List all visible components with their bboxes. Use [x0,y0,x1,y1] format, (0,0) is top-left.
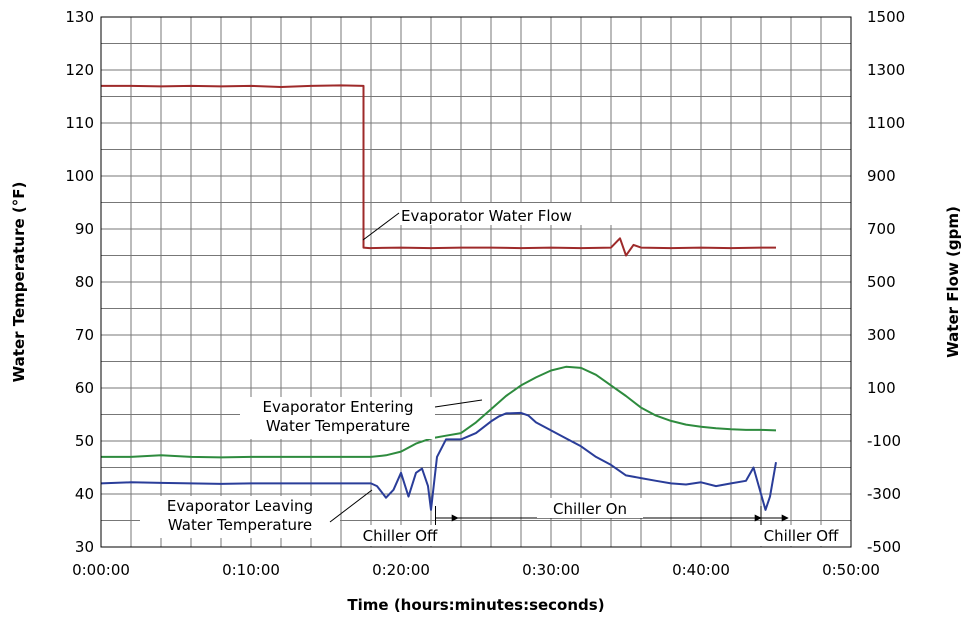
y-left-tick-label: 100 [65,167,94,185]
x-tick-label: 0:40:00 [672,561,730,579]
annotation-background [537,498,643,518]
y-left-tick-label: 70 [75,326,94,344]
y-left-tick-label: 30 [75,538,94,556]
annotation-label: Evaporator Entering [262,398,413,416]
annotation-background [240,397,435,439]
series-line-evaporator-water-flow [101,84,776,257]
y-left-tick-label: 120 [65,61,94,79]
annotation-leader-line [362,212,400,241]
y-left-tick-label: 60 [75,379,94,397]
y-left-tick-label: 50 [75,432,94,450]
x-tick-label: 0:20:00 [372,561,430,579]
plot-frame [100,16,852,548]
y-right-tick-label: -300 [867,485,901,503]
annotations: Evaporator Water Flow Evaporator Entering… [140,203,850,546]
y-left-tick-label: 110 [65,114,94,132]
y-right-tick-label: 1300 [867,61,905,79]
y-right-tick-label: 300 [867,326,896,344]
series-layer [100,84,777,511]
y-right-tick-label: 900 [867,167,896,185]
x-tick-label: 0:50:00 [822,561,880,579]
annotation-background [752,525,850,546]
x-axis-label: Time (hours:minutes:seconds) [347,596,604,614]
y-right-tick-label: 700 [867,220,896,238]
annotation-label: Evaporator Water Flow [401,207,572,225]
annotation-label: Chiller On [553,500,627,518]
y-axis-left-label: Water Temperature (°F) [10,182,28,383]
annotation-leader-line [434,399,483,408]
x-tick-label: 0:10:00 [222,561,280,579]
y-left-tick-label: 90 [75,220,94,238]
annotation-background [351,525,449,546]
annotation-label: Chiller Off [764,527,839,545]
x-tick-label: 0:30:00 [522,561,580,579]
grid [101,17,851,547]
annotation-label: Chiller Off [363,527,438,545]
y-left-tick-label: 130 [65,8,94,26]
series-line-evaporator-entering-water-temperature [101,365,777,459]
annotation-label: Evaporator Leaving [167,497,313,515]
y-left-tick-label: 40 [75,485,94,503]
y-right-tick-label: -100 [867,432,901,450]
y-right-tick-label: -500 [867,538,901,556]
annotation-label: Water Temperature [168,516,312,534]
y-axis-right-label: Water Flow (gpm) [944,206,962,358]
y-right-tick-label: 500 [867,273,896,291]
y-left-tick-label: 80 [75,273,94,291]
annotation-label: Water Temperature [266,417,410,435]
x-tick-label: 0:00:00 [72,561,130,579]
series-line-evaporator-leaving-water-temperature [100,411,777,511]
annotation-background [140,496,340,538]
annotation-leader-line [329,489,373,523]
annotation-background [398,203,618,225]
tick-labels: 30 40 50 60 70 80 90 100 110 120 130 -500 -300 -100 10… [65,8,905,579]
y-right-tick-label: 1100 [867,114,905,132]
y-right-tick-label: 100 [867,379,896,397]
y-right-tick-label: 1500 [867,8,905,26]
